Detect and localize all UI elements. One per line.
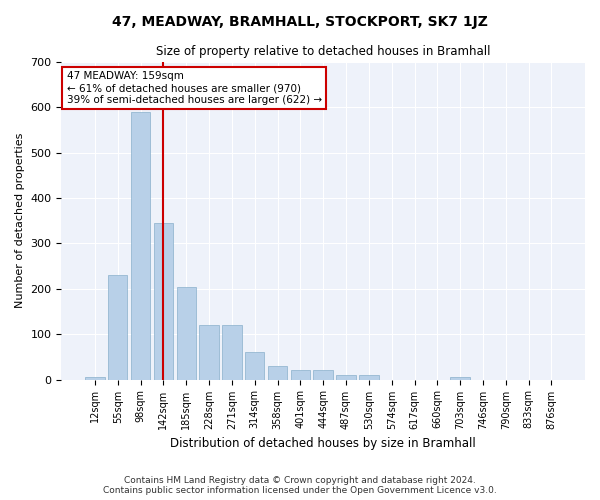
Bar — [222, 325, 242, 380]
Bar — [337, 375, 356, 380]
Bar — [245, 352, 265, 380]
X-axis label: Distribution of detached houses by size in Bramhall: Distribution of detached houses by size … — [170, 437, 476, 450]
Text: 47 MEADWAY: 159sqm
← 61% of detached houses are smaller (970)
39% of semi-detach: 47 MEADWAY: 159sqm ← 61% of detached hou… — [67, 72, 322, 104]
Text: 47, MEADWAY, BRAMHALL, STOCKPORT, SK7 1JZ: 47, MEADWAY, BRAMHALL, STOCKPORT, SK7 1J… — [112, 15, 488, 29]
Bar — [451, 378, 470, 380]
Bar — [85, 378, 104, 380]
Bar — [290, 370, 310, 380]
Text: Contains HM Land Registry data © Crown copyright and database right 2024.
Contai: Contains HM Land Registry data © Crown c… — [103, 476, 497, 495]
Bar — [176, 286, 196, 380]
Bar — [268, 366, 287, 380]
Bar — [108, 275, 127, 380]
Bar — [131, 112, 150, 380]
Bar — [359, 375, 379, 380]
Bar — [199, 325, 219, 380]
Title: Size of property relative to detached houses in Bramhall: Size of property relative to detached ho… — [156, 45, 490, 58]
Bar — [154, 223, 173, 380]
Bar — [313, 370, 333, 380]
Y-axis label: Number of detached properties: Number of detached properties — [15, 133, 25, 308]
